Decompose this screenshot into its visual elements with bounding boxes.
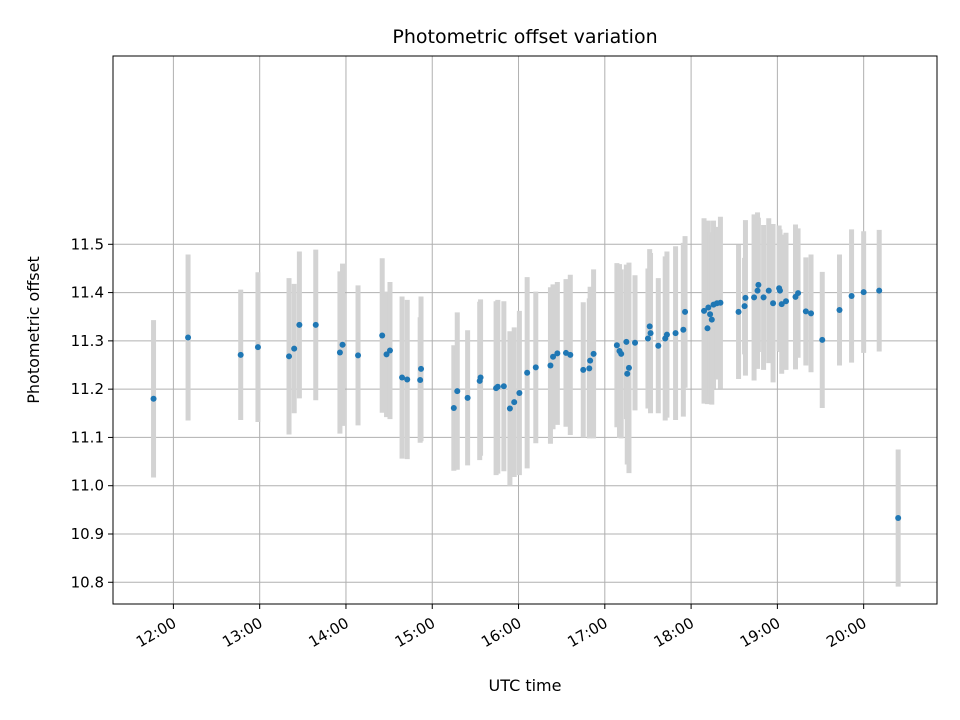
data-point bbox=[760, 294, 767, 301]
y-tick-label: 11.1 bbox=[71, 428, 104, 446]
y-tick-label: 11.0 bbox=[71, 477, 104, 495]
y-tick-label: 11.5 bbox=[71, 235, 104, 253]
data-point bbox=[741, 303, 748, 310]
data-point bbox=[590, 350, 597, 357]
data-point bbox=[185, 334, 192, 341]
data-point bbox=[625, 364, 632, 371]
y-tick-label: 11.3 bbox=[71, 332, 104, 350]
data-point bbox=[802, 308, 809, 315]
data-point bbox=[663, 331, 670, 338]
data-point bbox=[450, 404, 457, 411]
data-point bbox=[895, 515, 902, 522]
data-point bbox=[770, 300, 777, 307]
x-axis-label: UTC time bbox=[489, 676, 562, 695]
y-axis-label: Photometric offset bbox=[24, 256, 43, 404]
data-point bbox=[404, 376, 411, 383]
data-point bbox=[708, 316, 715, 323]
data-point bbox=[848, 292, 855, 299]
data-point bbox=[312, 321, 319, 328]
data-point bbox=[704, 325, 711, 332]
data-point bbox=[701, 307, 708, 314]
data-point bbox=[477, 374, 484, 381]
data-point bbox=[680, 326, 687, 333]
data-point bbox=[567, 351, 574, 358]
data-point bbox=[754, 287, 761, 294]
data-point bbox=[550, 353, 557, 360]
data-point bbox=[644, 335, 651, 342]
data-point bbox=[682, 308, 689, 315]
data-point bbox=[237, 351, 244, 358]
data-point bbox=[624, 370, 631, 377]
data-point bbox=[646, 323, 653, 330]
data-point bbox=[516, 390, 523, 397]
data-point bbox=[783, 298, 790, 305]
data-point bbox=[286, 353, 293, 360]
data-point bbox=[383, 351, 390, 358]
data-point bbox=[494, 383, 501, 390]
data-point bbox=[379, 332, 386, 339]
data-point bbox=[776, 287, 783, 294]
data-point bbox=[399, 374, 406, 381]
y-axis-ticks: 10.8 10.9 11.0 11.1 11.2 11.3 11.4 11.5 bbox=[71, 235, 113, 591]
data-point bbox=[532, 364, 539, 371]
data-point bbox=[623, 338, 630, 345]
data-point bbox=[547, 362, 554, 369]
data-point bbox=[150, 395, 157, 402]
data-point bbox=[860, 289, 867, 296]
data-point bbox=[580, 366, 587, 373]
data-point bbox=[808, 310, 815, 317]
data-point bbox=[751, 294, 758, 301]
data-point bbox=[339, 341, 346, 348]
data-point bbox=[655, 342, 662, 349]
y-tick-label: 10.8 bbox=[71, 573, 104, 591]
data-point bbox=[735, 308, 742, 315]
data-point bbox=[296, 321, 303, 328]
data-point bbox=[672, 330, 679, 337]
y-tick-label: 10.9 bbox=[71, 525, 104, 543]
data-point bbox=[524, 369, 531, 376]
data-point bbox=[707, 311, 714, 318]
data-point bbox=[511, 399, 518, 406]
data-point bbox=[717, 299, 724, 306]
data-point bbox=[291, 345, 298, 352]
data-point bbox=[795, 290, 802, 297]
data-point bbox=[778, 301, 785, 308]
chart-title: Photometric offset variation bbox=[392, 26, 657, 48]
data-point bbox=[742, 294, 749, 301]
data-point bbox=[464, 394, 471, 401]
data-point bbox=[755, 281, 762, 288]
data-point bbox=[618, 350, 625, 357]
data-point bbox=[613, 342, 620, 349]
y-tick-label: 11.2 bbox=[71, 380, 104, 398]
data-point bbox=[386, 347, 393, 354]
data-point bbox=[836, 306, 843, 313]
data-point bbox=[587, 357, 594, 364]
data-point bbox=[336, 349, 343, 356]
data-point bbox=[500, 383, 507, 390]
data-point bbox=[586, 365, 593, 372]
data-point bbox=[647, 330, 654, 337]
data-point bbox=[554, 350, 561, 357]
data-points bbox=[150, 281, 902, 522]
plot-area-frame bbox=[112, 55, 938, 605]
data-point bbox=[506, 405, 513, 412]
data-point bbox=[454, 388, 461, 395]
data-point bbox=[355, 352, 362, 359]
data-point bbox=[819, 336, 826, 343]
y-tick-label: 11.4 bbox=[71, 284, 104, 302]
data-point bbox=[705, 304, 712, 311]
data-point bbox=[417, 376, 424, 383]
data-point bbox=[632, 339, 639, 346]
data-point bbox=[765, 287, 772, 294]
data-point bbox=[254, 344, 261, 351]
data-point bbox=[418, 365, 425, 372]
data-point bbox=[876, 287, 883, 294]
